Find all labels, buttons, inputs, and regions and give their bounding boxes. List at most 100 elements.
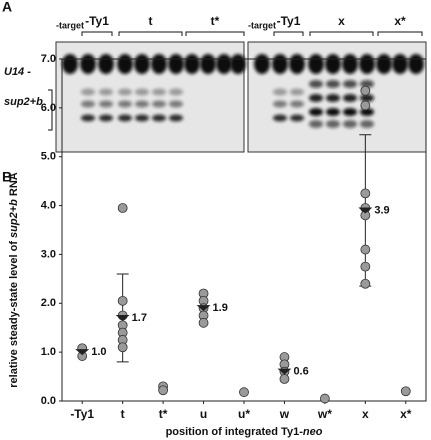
x-axis-label-part: position of integrated Ty1- bbox=[166, 426, 304, 438]
gel-band bbox=[169, 114, 183, 122]
mean-marker bbox=[277, 368, 292, 375]
gel-band bbox=[134, 54, 150, 74]
band-bracket bbox=[48, 89, 53, 131]
gel-band bbox=[290, 100, 304, 108]
gel-band bbox=[184, 54, 200, 74]
data-point bbox=[198, 317, 209, 328]
gel-band bbox=[80, 54, 96, 74]
gel-band bbox=[326, 94, 340, 102]
lane-bracket bbox=[185, 31, 245, 36]
mean-label: 1.0 bbox=[91, 346, 106, 358]
gel-band bbox=[343, 80, 357, 88]
gel-band bbox=[309, 120, 323, 128]
x-tick-label: w bbox=[279, 407, 290, 421]
data-point bbox=[360, 100, 371, 111]
gel-band bbox=[273, 88, 287, 96]
x-tick-label: x* bbox=[400, 407, 412, 421]
gel-band bbox=[325, 54, 341, 74]
data-point bbox=[400, 386, 411, 397]
data-point bbox=[117, 203, 128, 213]
gel-band bbox=[343, 108, 357, 116]
mean-label: 0.6 bbox=[293, 366, 308, 378]
gel-band bbox=[99, 88, 113, 96]
gel-band bbox=[360, 108, 374, 116]
gel-band bbox=[135, 100, 149, 108]
mean-label: 1.7 bbox=[132, 312, 147, 324]
gel-band bbox=[117, 54, 133, 74]
gel-band bbox=[216, 54, 232, 74]
lane-bracket bbox=[81, 31, 113, 36]
y-axis-label-part: relative steady-state level of bbox=[8, 238, 20, 388]
x-tick-label: u* bbox=[238, 407, 250, 421]
gel-band bbox=[200, 54, 216, 74]
gel-band bbox=[169, 100, 183, 108]
y-tick-label: 0.0 bbox=[41, 395, 56, 407]
gel-band bbox=[309, 80, 323, 88]
data-point bbox=[117, 342, 128, 353]
gel-band bbox=[135, 114, 149, 122]
panel-label: A bbox=[2, 0, 12, 15]
gel-band bbox=[359, 54, 375, 74]
lane-bracket bbox=[377, 31, 423, 36]
gel-band bbox=[290, 88, 304, 96]
gel-band bbox=[169, 88, 183, 96]
band-label: sup2+b bbox=[4, 96, 43, 108]
y-tick-label: 1.0 bbox=[41, 346, 56, 358]
gel-band bbox=[309, 108, 323, 116]
gel-band bbox=[343, 120, 357, 128]
band-label: U14 - bbox=[4, 66, 31, 78]
lane-label: t* bbox=[211, 14, 220, 28]
data-point bbox=[360, 85, 371, 96]
mean-marker bbox=[358, 207, 373, 214]
gel-band bbox=[309, 94, 323, 102]
y-tick-label: 6.0 bbox=[41, 102, 56, 114]
y-tick-label: 4.0 bbox=[41, 199, 56, 211]
data-point bbox=[279, 374, 290, 384]
gel-band bbox=[135, 88, 149, 96]
gel-band bbox=[342, 54, 358, 74]
gel-band bbox=[326, 120, 340, 128]
data-point bbox=[158, 385, 169, 396]
gel-images bbox=[55, 41, 427, 153]
gel-band bbox=[343, 94, 357, 102]
lane-label: x bbox=[338, 14, 345, 28]
gel-band bbox=[118, 100, 132, 108]
x-tick-label: w* bbox=[317, 407, 332, 421]
gel-band bbox=[360, 120, 374, 128]
gel-band bbox=[151, 54, 167, 74]
y-axis-label: relative steady-state level of sup2+b RN… bbox=[8, 172, 20, 388]
x-tick-label: t* bbox=[159, 407, 168, 421]
gel-band bbox=[152, 114, 166, 122]
gel-band bbox=[392, 54, 408, 74]
gel-band bbox=[62, 54, 78, 74]
gel-band bbox=[273, 114, 287, 122]
gel-band bbox=[254, 54, 270, 74]
y-axis-label-part: sup2+b bbox=[8, 199, 20, 238]
lane-bracket bbox=[118, 31, 183, 36]
gel-band bbox=[308, 54, 324, 74]
lane-label: -Ty1 bbox=[277, 14, 301, 28]
gel-band bbox=[230, 54, 246, 74]
mean-label: 1.9 bbox=[213, 302, 228, 314]
gel-band bbox=[360, 80, 374, 88]
lane-bracket bbox=[309, 31, 374, 36]
gel-band bbox=[326, 80, 340, 88]
lane-label: t bbox=[149, 14, 153, 28]
lane-label: x* bbox=[394, 14, 406, 28]
mean-marker bbox=[115, 314, 130, 321]
x-tick-label: -Ty1 bbox=[70, 407, 94, 421]
x-axis-label-part: neo bbox=[303, 426, 323, 438]
lane-label: -target bbox=[56, 20, 84, 30]
gel-band bbox=[98, 54, 114, 74]
y-tick-label: 7.0 bbox=[41, 53, 56, 65]
gel-band bbox=[99, 114, 113, 122]
gel-band bbox=[290, 114, 304, 122]
gel-band bbox=[81, 100, 95, 108]
data-point bbox=[360, 278, 371, 289]
gel-band bbox=[152, 100, 166, 108]
gel-band bbox=[118, 114, 132, 122]
gel-band bbox=[376, 54, 392, 74]
gel-band bbox=[326, 108, 340, 116]
data-point bbox=[319, 393, 330, 404]
